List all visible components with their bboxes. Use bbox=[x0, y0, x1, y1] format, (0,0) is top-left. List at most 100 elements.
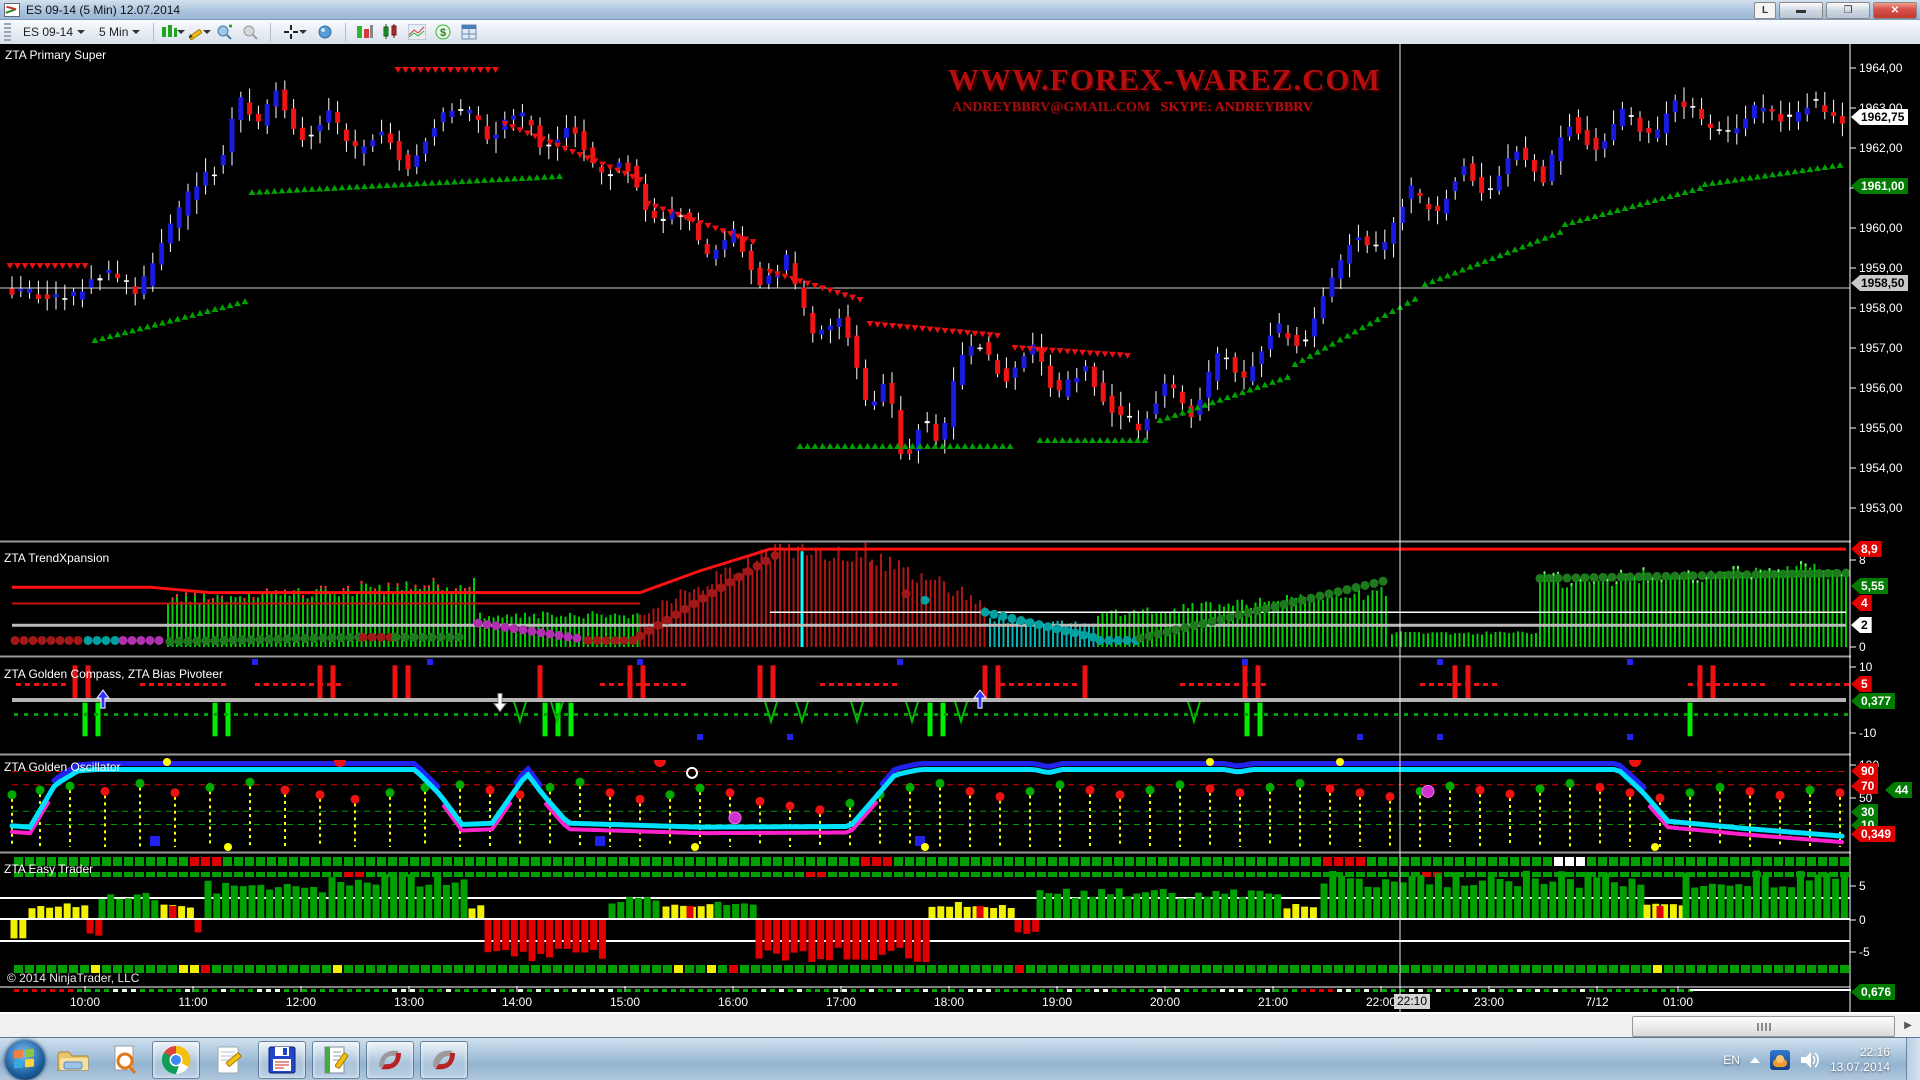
folder-icon bbox=[57, 1051, 89, 1070]
panel-label-compass: ZTA Golden Compass, ZTA Bias Pivoteer bbox=[4, 667, 223, 681]
journal-button[interactable] bbox=[312, 1040, 360, 1079]
watermark-line2: ANDREYBBRV@GMAIL.COM SKYPE: ANDREYBBRV bbox=[952, 100, 1332, 116]
time-label: 17:00 bbox=[825, 995, 857, 1009]
minimize-button[interactable]: ▬ bbox=[1779, 2, 1823, 19]
time-label: 10:00 bbox=[69, 995, 101, 1009]
show-desktop-button[interactable] bbox=[1906, 1038, 1920, 1080]
language-indicator[interactable]: EN bbox=[1723, 1052, 1740, 1067]
price-badge: 44 bbox=[1885, 782, 1913, 798]
toolbar: ES 09-14 5 Min bbox=[0, 20, 1920, 45]
panel-label-trendxpansion: ZTA TrendXpansion bbox=[4, 551, 110, 565]
crosshair-button[interactable] bbox=[278, 22, 312, 42]
svg-text:$: $ bbox=[440, 27, 446, 39]
chart-style-button[interactable] bbox=[161, 22, 186, 42]
chevron-down-icon bbox=[177, 30, 186, 34]
price-badge: 0,676 bbox=[1851, 984, 1896, 1000]
price-tick-label: 1960,00 bbox=[1859, 221, 1903, 235]
primary-panel bbox=[0, 67, 1850, 464]
tray-cloud-icon[interactable] bbox=[1769, 1049, 1790, 1070]
dollar-icon: $ bbox=[435, 24, 451, 40]
compass-panel bbox=[12, 659, 1849, 740]
zoom-in-button[interactable] bbox=[213, 22, 237, 42]
watermark-email: ANDREYBBRV@GMAIL.COM bbox=[952, 100, 1151, 115]
watermark-skype: SKYPE: ANDREYBBRV bbox=[1160, 100, 1313, 115]
chevron-down-icon bbox=[132, 30, 141, 34]
bars-icon bbox=[357, 25, 374, 38]
chrome-icon bbox=[161, 1045, 191, 1074]
start-button[interactable] bbox=[5, 1039, 45, 1080]
scrollbar-thumb[interactable] bbox=[1632, 1016, 1895, 1037]
interval-selector[interactable]: 5 Min bbox=[93, 23, 146, 41]
ninjatrader-button-2[interactable] bbox=[420, 1040, 468, 1079]
pencil-icon bbox=[189, 29, 203, 40]
time-label: 14:00 bbox=[501, 995, 533, 1009]
chrome-button[interactable] bbox=[152, 1040, 200, 1079]
search-button[interactable] bbox=[104, 1042, 146, 1078]
tray-date: 13.07.2014 bbox=[1829, 1059, 1890, 1074]
data-grid-button[interactable] bbox=[457, 22, 481, 42]
trendxpansion-panel bbox=[10, 542, 1851, 647]
toolbar-grip[interactable] bbox=[4, 23, 11, 41]
indicator-tick-label: -5 bbox=[1859, 945, 1870, 959]
scrollbar-right-arrow[interactable]: ▶ bbox=[1904, 1020, 1912, 1031]
chart-canvas bbox=[0, 44, 1920, 1013]
time-label: 21:00 bbox=[1257, 995, 1289, 1009]
panel-label-oscillator: ZTA Golden Oscillator bbox=[4, 760, 121, 774]
chevron-down-icon bbox=[77, 30, 86, 34]
ninjatrader-button-1[interactable] bbox=[366, 1040, 414, 1079]
explorer-button[interactable] bbox=[48, 1042, 98, 1078]
volume-icon[interactable] bbox=[1800, 1051, 1820, 1069]
line-chart-icon bbox=[408, 24, 427, 40]
price-badge: 30 bbox=[1851, 804, 1879, 820]
chart-area[interactable]: ZTA Primary Super ZTA TrendXpansion ZTA … bbox=[0, 44, 1920, 1013]
price-badge: 1958,50 bbox=[1851, 275, 1909, 291]
time-label: 15:00 bbox=[609, 995, 641, 1009]
price-tick-label: 1964,00 bbox=[1859, 61, 1903, 75]
instrument-selector[interactable]: ES 09-14 bbox=[17, 23, 91, 41]
tray-chevron-icon[interactable] bbox=[1749, 1056, 1760, 1063]
price-tick-label: 1957,00 bbox=[1859, 341, 1903, 355]
drawing-tools-button[interactable] bbox=[187, 22, 212, 42]
zoom-out-icon bbox=[243, 25, 259, 40]
indicator-tick-label: 0 bbox=[1859, 640, 1866, 654]
easytrader-panel bbox=[0, 857, 1855, 992]
title-bar[interactable]: ES 09-14 (5 Min) 12.07.2014 L ▬ ❐ ✕ bbox=[0, 0, 1920, 20]
toolbar-separator bbox=[153, 23, 155, 41]
price-badge: 1961,00 bbox=[1851, 178, 1909, 194]
time-label: 16:00 bbox=[717, 995, 749, 1009]
indicator-tick-label: 50 bbox=[1859, 791, 1873, 805]
price-badge: 5,55 bbox=[1851, 578, 1889, 594]
clock[interactable]: 22:16 13.07.2014 bbox=[1830, 1045, 1890, 1075]
lock-button[interactable]: L bbox=[1754, 2, 1776, 19]
price-badge: 5 bbox=[1851, 676, 1872, 692]
instrument-label: ES 09-14 bbox=[23, 25, 74, 39]
window-title: ES 09-14 (5 Min) 12.07.2014 bbox=[26, 2, 181, 17]
close-button[interactable]: ✕ bbox=[1873, 2, 1917, 19]
floppy-disk-icon bbox=[268, 1046, 296, 1073]
zoom-out-button[interactable] bbox=[239, 22, 263, 42]
pointer-button[interactable] bbox=[314, 22, 338, 42]
tray-time: 22:16 bbox=[1859, 1044, 1890, 1059]
price-tick-label: 1962,00 bbox=[1859, 141, 1903, 155]
price-tick-label: 1954,00 bbox=[1859, 461, 1903, 475]
thumb-grip-icon bbox=[1756, 1022, 1771, 1031]
h-scrollbar[interactable]: ▶ bbox=[0, 1013, 1920, 1038]
price-badge: 1962,75 bbox=[1851, 109, 1909, 125]
time-label: 22:00 bbox=[1365, 995, 1397, 1009]
candles-icon bbox=[383, 24, 397, 39]
time-label: 19:00 bbox=[1041, 995, 1073, 1009]
copyright-text: © 2014 NinjaTrader, LLC bbox=[7, 971, 140, 985]
time-label: 12:00 bbox=[285, 995, 317, 1009]
toolbar-separator bbox=[345, 23, 347, 41]
floppy-button[interactable] bbox=[258, 1040, 306, 1079]
market-analyzer-button[interactable] bbox=[379, 22, 403, 42]
restore-button[interactable]: ❐ bbox=[1826, 2, 1870, 19]
time-label: 20:00 bbox=[1149, 995, 1181, 1009]
price-badge: 90 bbox=[1851, 763, 1879, 779]
chart-trader-button[interactable] bbox=[405, 22, 429, 42]
notepad-button[interactable] bbox=[206, 1042, 252, 1078]
system-tray: EN 22:16 13.07.2014 bbox=[1723, 1038, 1920, 1080]
bar-analysis-button[interactable] bbox=[353, 22, 377, 42]
windows-logo-icon bbox=[14, 1049, 23, 1058]
account-button[interactable]: $ bbox=[431, 22, 455, 42]
